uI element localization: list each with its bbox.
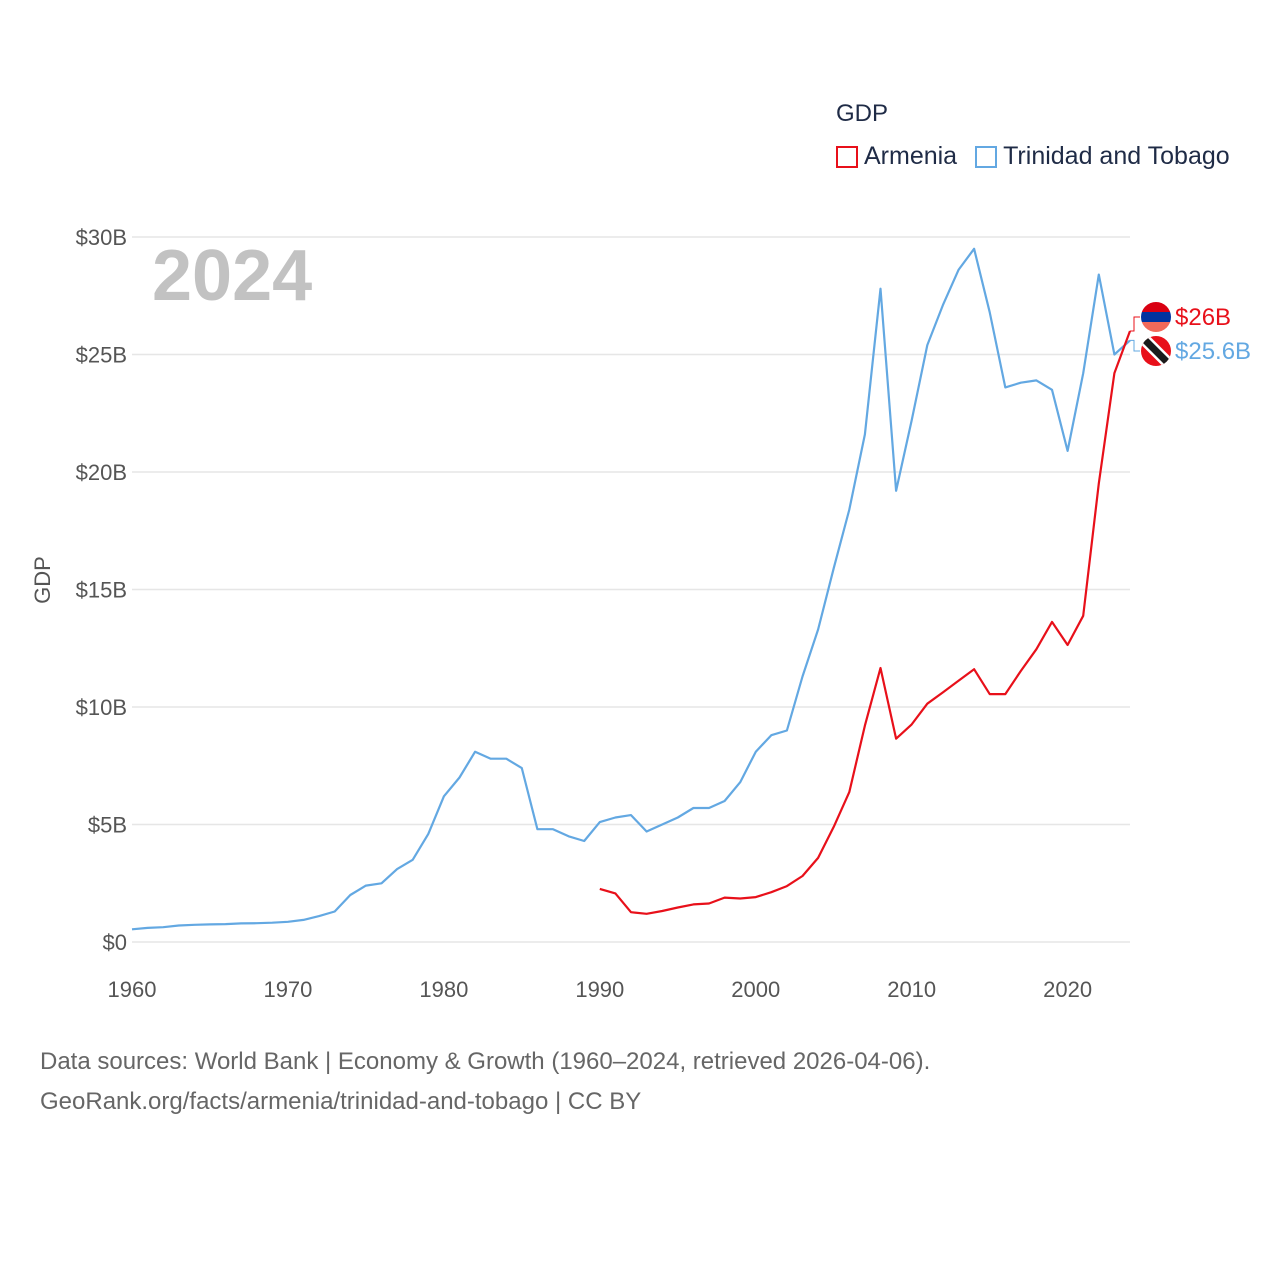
series-line-armenia — [599, 330, 1132, 915]
gridlines — [132, 236, 1130, 943]
y-tick-label: $25B — [76, 343, 127, 368]
series-line-trinidad-and-tobago — [131, 247, 1131, 931]
end-value-label-armenia: $26B — [1175, 304, 1231, 331]
end-markers: $26B $25.6B — [1130, 302, 1251, 366]
end-value-label-trinidad-and-tobago: $25.6B — [1175, 338, 1251, 365]
y-tick-label: $5B — [88, 813, 127, 838]
end-connector-trinidad-and-tobago — [1130, 339, 1140, 352]
flag-icon-trinidad-and-tobago — [1141, 336, 1171, 366]
end-connector-armenia — [1130, 316, 1140, 332]
x-tick-label: 1970 — [263, 977, 312, 1002]
x-tick-label: 2010 — [887, 977, 936, 1002]
x-tick-label: 1980 — [419, 977, 468, 1002]
legend-label-trinidad-and-tobago: Trinidad and Tobago — [1003, 142, 1230, 170]
series-lines — [131, 247, 1132, 931]
x-tick-label: 1960 — [108, 977, 157, 1002]
x-tick-label: 2020 — [1043, 977, 1092, 1002]
legend-title: GDP — [836, 100, 889, 127]
y-tick-label: $20B — [76, 460, 127, 485]
x-axis-ticks: 1960 1970 1980 1990 2000 2010 2020 — [108, 977, 1093, 1002]
year-label: 2024 — [152, 236, 312, 316]
legend-swatch-armenia — [836, 145, 858, 168]
legend: Armenia Trinidad and Tobago — [836, 142, 1248, 171]
legend-swatch-trinidad-and-tobago — [975, 145, 998, 168]
source-note: Data sources: World Bank | Economy & Gro… — [40, 1042, 930, 1122]
legend-label-armenia: Armenia — [864, 142, 958, 170]
flag-icon-armenia — [1141, 302, 1171, 332]
legend-item-trinidad-and-tobago[interactable]: Trinidad and Tobago — [975, 142, 1230, 171]
x-tick-label: 2000 — [731, 977, 780, 1002]
x-tick-label: 1990 — [575, 977, 624, 1002]
y-axis-ticks: $0 $5B $10B $15B $20B $25B $30B — [76, 225, 127, 955]
source-line-1: Data sources: World Bank | Economy & Gro… — [40, 1048, 931, 1075]
y-axis-title: GDP — [30, 556, 55, 604]
y-tick-label: $30B — [76, 225, 127, 250]
legend-item-armenia[interactable]: Armenia — [836, 142, 957, 171]
y-tick-label: $10B — [76, 695, 127, 720]
y-tick-label: $15B — [76, 578, 127, 603]
y-tick-label: $0 — [103, 930, 127, 955]
source-line-2: GeoRank.org/facts/armenia/trinidad-and-t… — [40, 1088, 642, 1115]
